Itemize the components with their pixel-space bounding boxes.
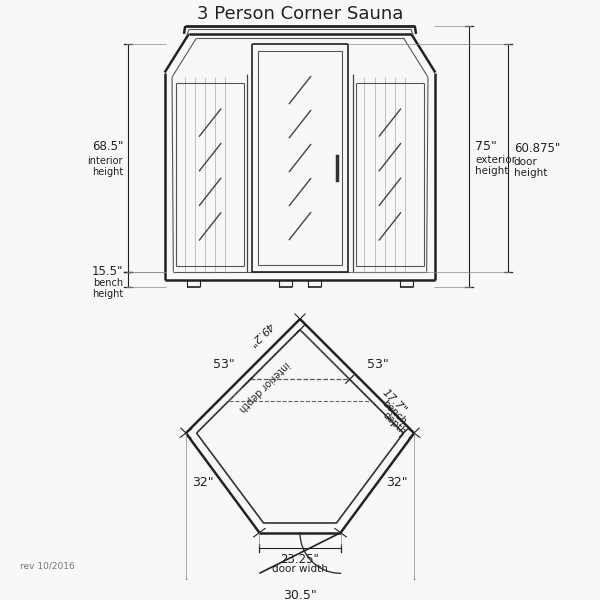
Text: rev 10/2016: rev 10/2016 <box>20 562 74 571</box>
Text: 15.5": 15.5" <box>92 265 123 278</box>
Text: bench: bench <box>380 399 408 427</box>
Text: height: height <box>514 167 547 178</box>
Text: height: height <box>92 167 123 176</box>
Text: 32": 32" <box>386 476 407 490</box>
Text: 32": 32" <box>193 476 214 490</box>
Text: 3 Person Corner Sauna: 3 Person Corner Sauna <box>197 5 403 23</box>
Text: interior: interior <box>88 156 123 166</box>
Text: bench: bench <box>93 278 123 288</box>
Text: 60.875": 60.875" <box>514 142 560 155</box>
Text: exterior: exterior <box>475 155 516 166</box>
Text: depth: depth <box>380 410 407 437</box>
Text: 75": 75" <box>475 140 497 154</box>
Text: 53": 53" <box>367 358 389 371</box>
Text: height: height <box>475 166 508 176</box>
Text: 49.2": 49.2" <box>246 320 274 348</box>
Text: height: height <box>92 289 123 299</box>
Text: 23.25": 23.25" <box>281 553 319 566</box>
Text: 53": 53" <box>213 358 235 371</box>
Text: interior depth: interior depth <box>237 359 292 413</box>
Text: 30.5": 30.5" <box>283 589 317 600</box>
Text: door width: door width <box>272 563 328 574</box>
Text: door: door <box>514 157 538 167</box>
Text: 17.7": 17.7" <box>380 387 408 416</box>
Text: 68.5": 68.5" <box>92 140 123 153</box>
